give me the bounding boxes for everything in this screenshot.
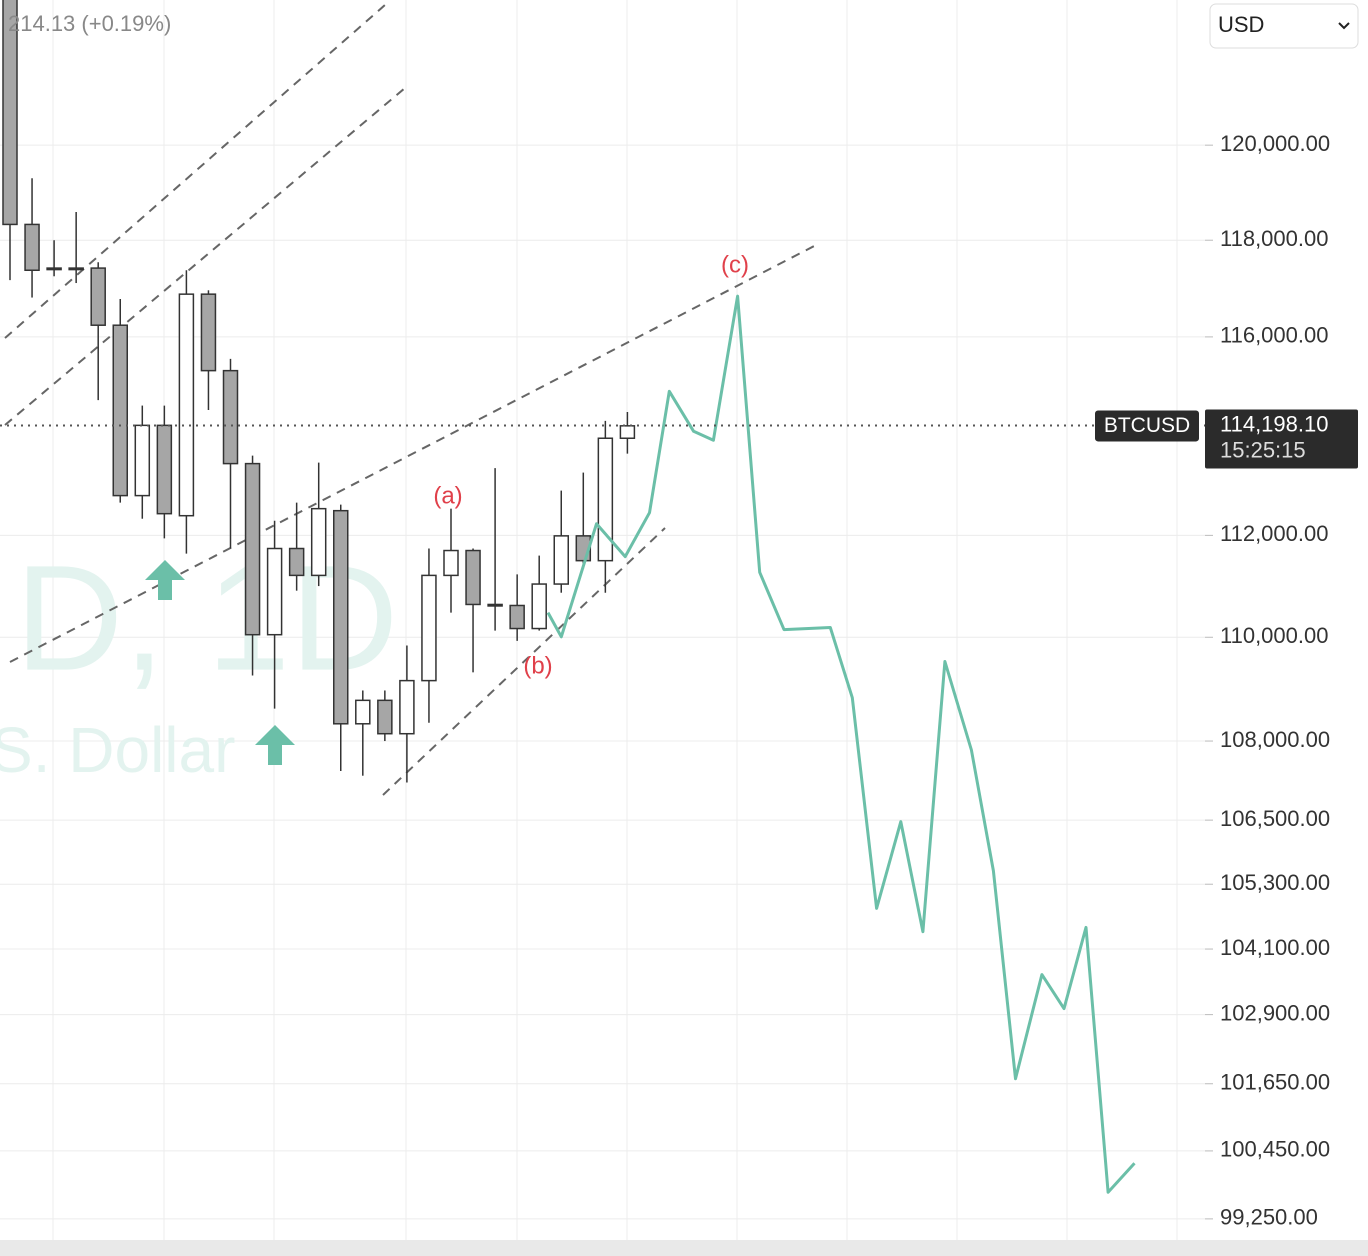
candle-body bbox=[465, 549, 481, 606]
y-tick-label: 108,000.00 bbox=[1220, 727, 1330, 752]
candle-body bbox=[310, 507, 327, 577]
candle-body bbox=[553, 535, 569, 585]
candle-body bbox=[90, 267, 106, 326]
y-tick-label: 105,300.00 bbox=[1220, 870, 1330, 895]
up-arrow bbox=[255, 725, 295, 765]
trend-line bbox=[382, 527, 666, 796]
projection-line bbox=[546, 294, 1136, 1194]
grid bbox=[0, 0, 1205, 1240]
candle-body bbox=[222, 369, 239, 465]
candle-body bbox=[619, 425, 636, 439]
wave-label: (b) bbox=[523, 652, 552, 679]
marks bbox=[0, 0, 1205, 1194]
candle-body bbox=[134, 424, 151, 497]
price-axis bbox=[1205, 0, 1368, 1240]
candle-body bbox=[509, 604, 525, 630]
candle-body bbox=[531, 583, 547, 630]
price-badge bbox=[1205, 409, 1358, 469]
y-tick-label: 99,250.00 bbox=[1220, 1205, 1318, 1230]
candle-body bbox=[487, 603, 503, 607]
candle-body bbox=[24, 223, 40, 272]
bottom-strip bbox=[0, 1240, 1368, 1256]
candle-body bbox=[46, 267, 62, 271]
axis: 120,000.00 118,000.00 116,000.00 112,000.00… bbox=[1205, 131, 1330, 1230]
chevron[interactable] bbox=[1338, 22, 1350, 30]
candle-body bbox=[443, 549, 459, 577]
candle-body bbox=[2, 0, 18, 226]
last-price-label: 114,198.10 bbox=[1220, 411, 1328, 436]
candle-body bbox=[355, 699, 371, 725]
candle-body bbox=[266, 547, 283, 636]
y-tick-label: 106,500.00 bbox=[1220, 806, 1330, 831]
symbol-label: BTCUSD bbox=[1104, 414, 1190, 437]
y-tick-label: 120,000.00 bbox=[1220, 131, 1330, 156]
countdown-label: 15:25:15 bbox=[1220, 437, 1306, 462]
trend-line bbox=[4, 4, 386, 339]
y-tick-label: 118,000.00 bbox=[1220, 226, 1328, 251]
watermark-currency: S. Dollar bbox=[0, 714, 235, 786]
trend-line bbox=[9, 242, 821, 663]
candle-body bbox=[399, 679, 415, 735]
candle-body bbox=[377, 699, 393, 735]
symbol-badge bbox=[1095, 410, 1199, 442]
candle-body bbox=[200, 293, 217, 372]
candle-body bbox=[112, 324, 128, 497]
currency-box[interactable] bbox=[1209, 3, 1359, 49]
y-tick-label: 100,450.00 bbox=[1220, 1137, 1330, 1162]
y-tick-label: 116,000.00 bbox=[1220, 323, 1328, 348]
signal-arrows bbox=[145, 560, 295, 765]
candle-body bbox=[156, 424, 173, 515]
y-tick-label: 104,100.00 bbox=[1220, 935, 1330, 960]
trend-lines bbox=[4, 4, 821, 796]
header-change: 214.13 (+0.19%) bbox=[8, 11, 171, 36]
y-tick-label: 101,650.00 bbox=[1220, 1070, 1330, 1095]
y-tick-label: 112,000.00 bbox=[1220, 521, 1328, 546]
y-tick-label: 102,900.00 bbox=[1220, 1000, 1330, 1025]
up-arrow bbox=[145, 560, 185, 600]
candle-body bbox=[288, 547, 305, 577]
currency-select[interactable]: USD bbox=[1209, 3, 1359, 49]
y-tick-label: 110,000.00 bbox=[1220, 623, 1328, 648]
trend-line bbox=[4, 87, 406, 426]
candle-body bbox=[244, 462, 261, 636]
candle-body bbox=[597, 437, 614, 562]
candle-body bbox=[333, 509, 349, 725]
candle-body bbox=[68, 267, 84, 271]
wave-label: (c) bbox=[721, 251, 749, 278]
candle-body bbox=[178, 293, 195, 517]
wave-label: (a) bbox=[433, 482, 462, 509]
currency-text[interactable]: USD bbox=[1218, 12, 1264, 37]
candle-body bbox=[421, 574, 437, 682]
